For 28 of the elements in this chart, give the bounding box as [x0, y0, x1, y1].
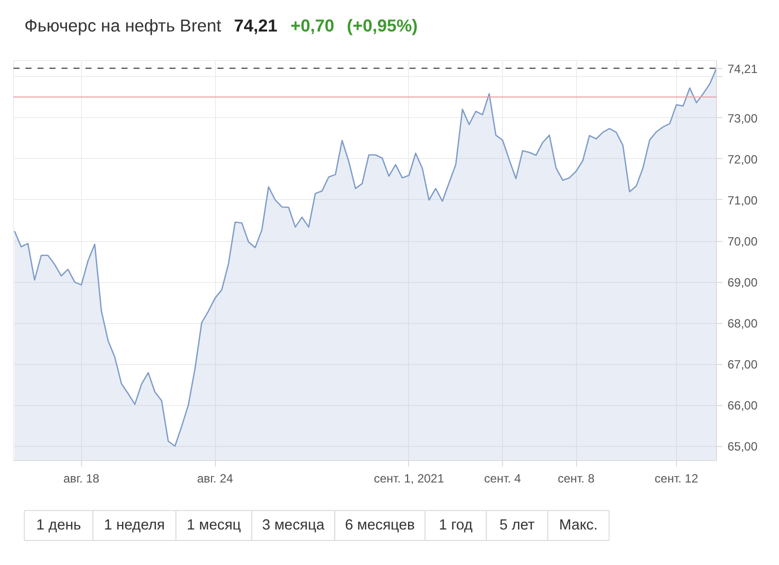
y-tick-label: 70,00 — [728, 234, 758, 249]
text: 74,21 — [234, 16, 278, 36]
x-tick-label: сент. 4 — [484, 472, 522, 486]
text: 6 месяцев — [344, 518, 416, 534]
x-tick-label: авг. 24 — [197, 472, 234, 486]
x-tick-label: сент. 8 — [558, 472, 595, 486]
y-tick-label: 65,00 — [728, 440, 758, 454]
text: 1 месяц — [186, 518, 242, 534]
text: +0,70 — [290, 16, 334, 36]
text: 1 день — [36, 518, 82, 534]
ref-line-label: 74,21 — [728, 62, 758, 76]
y-tick-label: 73,00 — [728, 111, 758, 126]
text: 1 неделя — [104, 518, 165, 534]
y-tick-label: 69,00 — [728, 276, 758, 290]
y-tick-label: 67,00 — [728, 358, 758, 372]
text: 3 месяца — [262, 518, 326, 534]
y-tick-label: 68,00 — [728, 316, 758, 331]
y-tick-label: 66,00 — [728, 398, 758, 413]
text: (+0,95%) — [346, 16, 418, 36]
text: 1 год — [438, 518, 473, 534]
y-tick-label: 72,00 — [728, 152, 758, 166]
text: Макс. — [559, 518, 598, 534]
x-tick-label: авг. 18 — [63, 472, 100, 486]
x-tick-label: сент. 1, 2021 — [374, 472, 444, 486]
text: 5 лет — [499, 518, 535, 534]
y-tick-label: 71,00 — [728, 193, 758, 208]
x-tick-label: сент. 12 — [654, 472, 698, 486]
chart-title: Фьючерс на нефть Brent — [24, 16, 222, 36]
